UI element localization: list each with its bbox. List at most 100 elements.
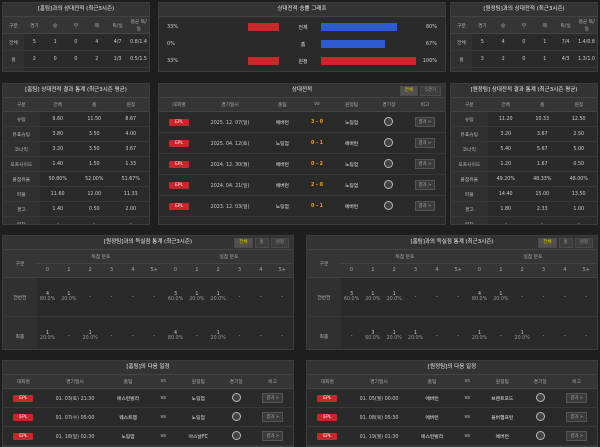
result-button[interactable]: 결과 > (566, 393, 588, 403)
table: 대회명 경기일시 홈팀 vs 원정팀 경기장 비고 EPL 2025. 12. 07(일) 에버턴… (159, 98, 445, 217)
cell: - (554, 277, 576, 317)
result-button[interactable]: 결과 > (414, 138, 436, 148)
cell: 볼점유율 (451, 171, 488, 187)
cell: 4 80.0% (164, 316, 187, 349)
panel-title: [홈팀]의 다음 일정 (3, 361, 293, 375)
cell: 2.50 (560, 126, 597, 142)
bin-header: 0 (36, 263, 59, 278)
bar (321, 23, 397, 31)
column-header: 구분 (3, 98, 40, 112)
percent: 60.0% (167, 297, 184, 302)
column-header: 전체 (39, 98, 76, 112)
empty: - (585, 294, 588, 300)
tab[interactable]: 홈 (254, 238, 269, 248)
cell: 경고 (3, 201, 40, 217)
stadium-icon (384, 200, 394, 210)
row: 최종 1 20.0% -1 20.0% - - -4 80.0% -1 20.0% - - - (3, 316, 293, 349)
cell: 5.40 (487, 141, 524, 157)
cell: 결과 > (404, 195, 445, 217)
cell: - (560, 216, 597, 224)
empty: - (457, 333, 460, 339)
match-date: 01. 05(월) 00:00 (347, 388, 411, 408)
tabs: 전체 홈 원정 (538, 238, 593, 248)
bin-header: 5+ (447, 263, 469, 278)
cell: - (228, 277, 251, 317)
cell: 슈팅 (451, 111, 488, 127)
result-button[interactable]: 결과 > (262, 393, 284, 403)
cell: - (575, 316, 597, 349)
empty: - (238, 294, 241, 300)
row: 유효슈팅 3.20 3.67 2.50 (451, 126, 597, 142)
cell: 5.00 (560, 141, 597, 157)
title-text: [원정팀]과의 상대전적 (최근3시즌) (483, 6, 565, 12)
panel-title: [원정팀]과의 득실점 통계 (최근3시즌) 전체 홈 원정 (3, 236, 293, 250)
cell: 유효슈팅 (3, 126, 40, 142)
cell: 0 (534, 67, 556, 71)
tab[interactable]: 5경기 (419, 86, 441, 96)
tab[interactable]: 원정 (270, 238, 289, 248)
column-header: 무 (513, 17, 535, 34)
count: 4 (173, 331, 178, 336)
stadium-icon (384, 158, 394, 168)
graph-row: 0% 홈 67% (159, 38, 445, 50)
home-team: 웨스트햄 (106, 407, 150, 427)
result-button[interactable]: 결과 > (414, 201, 436, 211)
group-header: 실점 분포 (468, 250, 597, 264)
thead: 대회명 경기일시 홈팀 vs 원정팀 경기장 비고 (159, 98, 445, 112)
bin-header: 1 (58, 263, 80, 278)
row-label: 최종 (307, 316, 341, 349)
cell: 4/3 (555, 50, 577, 68)
competition-badge: EPL (13, 413, 34, 421)
column-header: 구분 (307, 250, 341, 278)
graph-row: 33% 전체 80% (159, 21, 445, 33)
header-row: 0 1 2 3 4 5+ 0 1 2 3 4 5+ (3, 263, 293, 278)
cell: 13.50 (560, 186, 597, 202)
bar (321, 57, 416, 65)
row: 원정31023/41.0/1.3 (3, 67, 149, 71)
panel: [원정팀] 상대전적 결과 통계 (최근3시즌 평균) 구분 전체 홈 원정 슈팅 11.2… (450, 83, 598, 225)
empty: - (110, 294, 113, 300)
tab[interactable]: 원정 (574, 238, 593, 248)
tab[interactable]: 전체 (538, 238, 557, 248)
tab[interactable]: 전체 (399, 86, 418, 96)
count: 1 (88, 331, 92, 336)
result-button[interactable]: 결과 > (262, 431, 284, 441)
left-value-label: 33% (167, 24, 179, 30)
bin-header: 2 (511, 263, 533, 278)
tab[interactable]: 전체 (234, 238, 253, 248)
cell: 1 20.0% (58, 277, 80, 317)
competition-badge: EPL (169, 139, 190, 147)
cell: - (447, 316, 469, 349)
row: 경고 1.40 0.50 2.00 (3, 201, 149, 217)
result-button[interactable]: 결과 > (414, 180, 436, 190)
count: 1 (414, 331, 418, 336)
thead: 대회명 경기일시 홈팀 vs 원정팀 경기장 비고 (307, 375, 597, 389)
result-button[interactable]: 결과 > (414, 117, 436, 127)
cell: EPL (3, 426, 44, 446)
away-team: 노팅엄 (176, 407, 220, 427)
cell: - (58, 316, 80, 349)
result-button[interactable]: 결과 > (262, 412, 284, 422)
match-row: EPL 01. 07(수) 05:00 웨스트햄 vs 노팅엄 결과 > (3, 407, 293, 427)
score: 0 - 2 (303, 153, 331, 175)
cell: - (532, 316, 555, 349)
match-date: 2025. 04. 12(토) (199, 132, 261, 154)
row: 볼점유율 50.80% 52.00% 51.67% (3, 171, 149, 187)
result-button[interactable]: 결과 > (414, 159, 436, 169)
tab[interactable]: 홈 (558, 238, 573, 248)
cell: EPL (159, 132, 200, 154)
cell: 3.67 (524, 126, 561, 142)
panel: [원정팀]의 다음 일정 대회명 경기일시 홈팀 vs 원정팀 경기장 비고 EPL 01. 05… (306, 360, 598, 447)
column-header: 경기장 (524, 375, 557, 389)
cell: 1 (44, 67, 66, 71)
cell: 1 (534, 50, 556, 68)
stadium-icon (231, 411, 241, 421)
cell: 0 (44, 50, 66, 68)
cell: 유효슈팅 (451, 126, 488, 142)
result-button[interactable]: 결과 > (566, 412, 588, 422)
cell: 오프사이드 (3, 156, 40, 172)
right-value-label: 67% (425, 41, 437, 47)
tbody: 슈팅 9.60 11.50 8.67 유효슈팅 3.80 3.50 4.00 코너킥 3.20 3.… (3, 111, 149, 224)
result-button[interactable]: 결과 > (566, 431, 588, 441)
cell: - (186, 316, 208, 349)
